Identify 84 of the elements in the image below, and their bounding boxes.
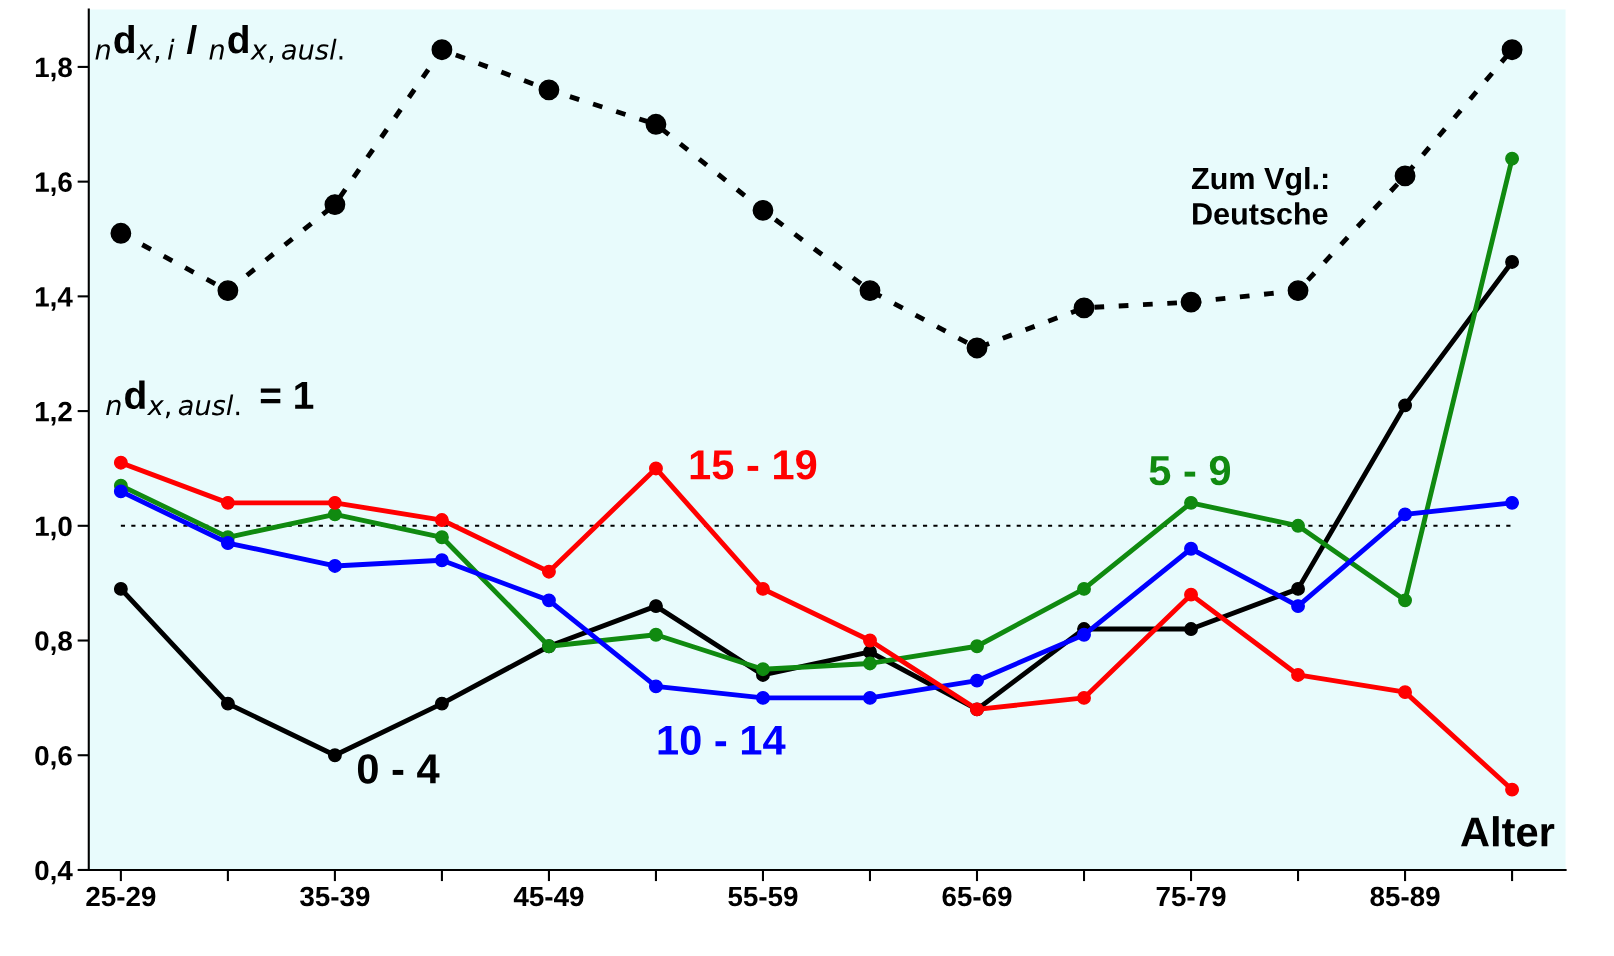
point [756, 581, 770, 596]
point [649, 627, 663, 642]
y-tick-label: 1,2 [35, 401, 72, 426]
point [541, 593, 556, 608]
ref-line-label: $_{n}$d$_{x,ausl.}$ = 1 [106, 380, 314, 419]
series-label: 15 - 19 [690, 450, 817, 480]
point [1184, 622, 1198, 636]
point [327, 748, 342, 763]
point [220, 495, 235, 510]
x-tick-label: 55-59 [728, 886, 798, 907]
point [1398, 507, 1413, 522]
y-tick-label: 1,8 [35, 57, 72, 82]
point [434, 696, 449, 711]
x-tick-label: 75-79 [1156, 886, 1226, 907]
series-label: Zum Vgl.: Deutsche [1191, 166, 1328, 225]
point [431, 39, 453, 61]
point [970, 673, 984, 688]
x-tick-label: 65-69 [942, 886, 1012, 907]
point [863, 633, 877, 648]
point [434, 513, 449, 528]
point [966, 337, 988, 359]
point [327, 559, 342, 573]
point [1394, 165, 1416, 187]
point [1077, 581, 1091, 596]
point [1291, 518, 1305, 533]
x-axis-title: Alter [1460, 816, 1555, 847]
point [324, 194, 346, 216]
y-axis-title: $_{n}$d$_{x,i}$ / $_{n}$d$_{x,ausl.}$ [95, 24, 343, 63]
point [863, 690, 877, 705]
point [541, 564, 556, 579]
point [217, 280, 239, 302]
point [863, 656, 877, 671]
point [113, 455, 128, 470]
point [645, 113, 667, 135]
point [1398, 593, 1413, 608]
point [1291, 667, 1305, 682]
y-tick-label: 1,4 [35, 287, 73, 311]
series-label: 5 - 9 [1149, 455, 1231, 486]
x-tick-label: 45-49 [513, 886, 584, 907]
y-tick-label: 0,4 [35, 860, 73, 885]
series-label: 0 - 4 [357, 754, 440, 784]
point [1505, 151, 1520, 166]
point [1184, 495, 1198, 510]
y-tick-label: 0,8 [35, 631, 72, 655]
point [752, 199, 774, 221]
point [1077, 690, 1091, 705]
point [649, 679, 663, 694]
series-label: 10 - 14 [658, 725, 786, 755]
point [113, 581, 128, 596]
x-tick-label: 85-89 [1370, 886, 1440, 907]
point [649, 461, 663, 476]
point [1077, 627, 1091, 642]
point [110, 222, 132, 244]
point [113, 484, 128, 499]
point [756, 662, 770, 677]
y-tick-label: 1,6 [35, 172, 72, 197]
point [538, 79, 560, 101]
point [434, 553, 449, 568]
point [1184, 541, 1198, 556]
point [1505, 495, 1520, 510]
y-tick-label: 0,6 [35, 745, 72, 770]
point [1073, 297, 1095, 319]
point [1501, 39, 1523, 61]
point [1184, 587, 1198, 602]
point [327, 507, 342, 522]
y-tick-label: 1,0 [35, 516, 72, 541]
point [434, 530, 449, 545]
point [859, 280, 881, 302]
point [1180, 291, 1202, 313]
point [970, 639, 984, 654]
point [649, 599, 663, 614]
point [220, 536, 235, 550]
point [1505, 254, 1520, 269]
point [756, 690, 770, 705]
x-tick-label: 35-39 [300, 886, 370, 907]
point [1287, 280, 1309, 302]
point [1398, 398, 1413, 413]
point [1505, 782, 1520, 797]
point [1291, 581, 1305, 596]
point [1291, 599, 1305, 614]
x-tick-label: 25-29 [86, 886, 156, 907]
point [220, 696, 235, 711]
point [327, 495, 342, 510]
point [1398, 685, 1413, 700]
